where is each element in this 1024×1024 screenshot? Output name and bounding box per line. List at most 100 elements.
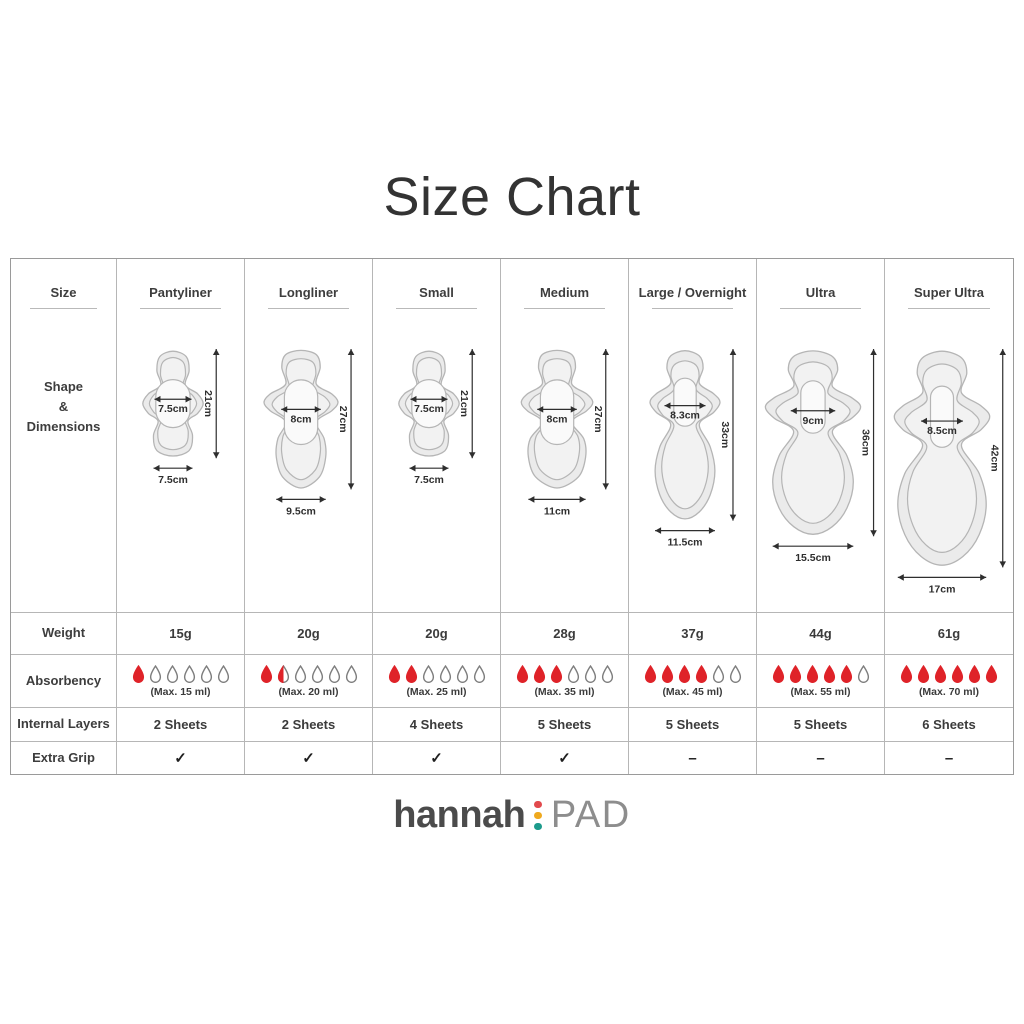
pad-inner-outline <box>775 361 851 524</box>
column-header: Longliner <box>245 259 372 331</box>
drop-empty-icon <box>422 664 434 683</box>
absorbency-cell: (Max. 55 ml) <box>757 654 884 707</box>
absorbency-max: (Max. 20 ml) <box>278 685 339 698</box>
length-label: 27cm <box>337 406 349 433</box>
pad-diagram: 8cm 27cm 11cm <box>501 337 628 604</box>
length-label: 42cm <box>988 445 1000 472</box>
length-label: 27cm <box>592 406 604 433</box>
internal-layers-row-label-cell: Internal Layers <box>11 707 116 741</box>
extra-grip-value: – <box>816 749 825 767</box>
drop-full-icon <box>985 664 998 683</box>
pad-core <box>539 379 575 446</box>
core-width-label: 8.5cm <box>927 425 957 437</box>
drop-full-icon <box>823 664 835 683</box>
drop-empty-icon <box>729 664 741 683</box>
absorbency-row-label: Absorbency <box>25 672 102 688</box>
pad-inner-outline <box>903 363 980 554</box>
pad-diagram: 8.5cm 42cm 17cm <box>886 337 1013 604</box>
row-labels-column: Size Shape & Dimensions Weight Absorbenc… <box>11 259 117 774</box>
drop-empty-icon <box>311 664 323 683</box>
drop-empty-icon <box>712 664 724 683</box>
header-underline <box>523 308 606 309</box>
absorbency-cell: (Max. 45 ml) <box>629 654 756 707</box>
column-name: Small <box>419 285 454 300</box>
drop-empty-icon <box>217 664 229 683</box>
drop-empty-icon <box>328 664 340 683</box>
bottom-width-arrow <box>153 464 193 472</box>
drop-full-icon <box>661 664 673 683</box>
internal-layers-value: 5 Sheets <box>665 717 720 732</box>
column-header: Ultra <box>757 259 884 331</box>
brand-name-pad: PAD <box>550 794 631 836</box>
bottom-width-arrow <box>897 574 986 581</box>
column-header: Super Ultra <box>885 259 1013 331</box>
weight-cell: 28g <box>501 612 628 654</box>
extra-grip-value: – <box>688 749 697 767</box>
drop-half-icon <box>277 664 289 683</box>
drop-empty-icon <box>345 664 357 683</box>
column-header: Pantyliner <box>117 259 244 331</box>
pad-shape-svg: 8cm 27cm 9.5cm <box>263 349 355 517</box>
drop-empty-icon <box>601 664 613 683</box>
absorbency-max: (Max. 45 ml) <box>662 685 723 698</box>
brand-dot-teal <box>534 822 542 831</box>
header-underline <box>779 308 862 309</box>
length-arrow <box>602 349 610 490</box>
internal-layers-cell: 5 Sheets <box>757 707 884 741</box>
drop-empty-icon <box>166 664 178 683</box>
pad-core <box>929 385 954 448</box>
weight-value: 28g <box>553 626 576 641</box>
weight-cell: 15g <box>117 612 244 654</box>
shape-row-label-cell: Shape & Dimensions <box>11 331 116 612</box>
extra-grip-cell: ✓ <box>501 741 628 774</box>
pad-diagram: 8cm 27cm 9.5cm <box>245 337 372 604</box>
pad-diagram: 8.3cm 33cm 11.5cm <box>629 337 756 604</box>
drop-empty-icon <box>567 664 579 683</box>
pad-shape-cell: 8.5cm 42cm 17cm <box>885 331 1013 612</box>
pad-shape-svg: 8.3cm 33cm 11.5cm <box>649 349 737 549</box>
drop-empty-icon <box>294 664 306 683</box>
internal-layers-value: 2 Sheets <box>281 717 336 732</box>
internal-layers-cell: 5 Sheets <box>629 707 756 741</box>
drop-full-icon <box>405 664 417 683</box>
pad-shape-svg: 7.5cm 21cm 7.5cm <box>398 349 476 486</box>
core-width-arrow <box>281 406 321 413</box>
drop-empty-icon <box>473 664 485 683</box>
column-pantyliner: Pantyliner 7.5cm 21cm 7.5cm 15g (Max. 15… <box>117 259 245 774</box>
column-header: Large / Overnight <box>629 259 756 331</box>
absorbency-drops <box>643 664 743 684</box>
internal-layers-row-label: Internal Layers <box>17 716 110 732</box>
column-longliner: Longliner 8cm 27cm 9.5cm 20g (Max. 20 ml… <box>245 259 373 774</box>
shape-row-label: Shape & Dimensions <box>26 379 101 435</box>
core-width-arrow <box>664 402 706 409</box>
internal-layers-cell: 6 Sheets <box>885 707 1013 741</box>
extra-grip-value: – <box>944 749 954 767</box>
header-underline <box>139 308 222 309</box>
weight-cell: 61g <box>885 612 1013 654</box>
absorbency-max: (Max. 35 ml) <box>534 685 595 698</box>
core-width-label: 7.5cm <box>158 403 188 415</box>
absorbency-row-label-cell: Absorbency <box>11 654 116 707</box>
column-ultra: Ultra 9cm 36cm 15.5cm 44g (Max. 55 ml) 5… <box>757 259 885 774</box>
drop-full-icon <box>900 664 913 683</box>
extra-grip-cell: – <box>629 741 756 774</box>
length-arrow <box>468 349 476 459</box>
weight-value: 37g <box>681 626 704 641</box>
drop-empty-icon <box>439 664 451 683</box>
size-header-cell: Size <box>11 259 116 331</box>
pad-diagram: 7.5cm 21cm 7.5cm <box>117 337 244 604</box>
column-name: Pantyliner <box>149 285 212 300</box>
extra-grip-cell: – <box>885 741 1013 774</box>
pad-core <box>673 377 697 427</box>
drop-full-icon <box>951 664 964 683</box>
length-arrow <box>729 349 737 521</box>
internal-layers-value: 5 Sheets <box>537 717 592 732</box>
pad-shape-cell: 9cm 36cm 15.5cm <box>757 331 884 612</box>
size-chart-table: Size Shape & Dimensions Weight Absorbenc… <box>10 258 1014 775</box>
length-label: 21cm <box>202 390 214 417</box>
header-underline <box>395 308 478 309</box>
extra-grip-cell: ✓ <box>245 741 372 774</box>
pad-diagram: 7.5cm 21cm 7.5cm <box>373 337 500 604</box>
brand-dots-icon <box>534 800 542 831</box>
